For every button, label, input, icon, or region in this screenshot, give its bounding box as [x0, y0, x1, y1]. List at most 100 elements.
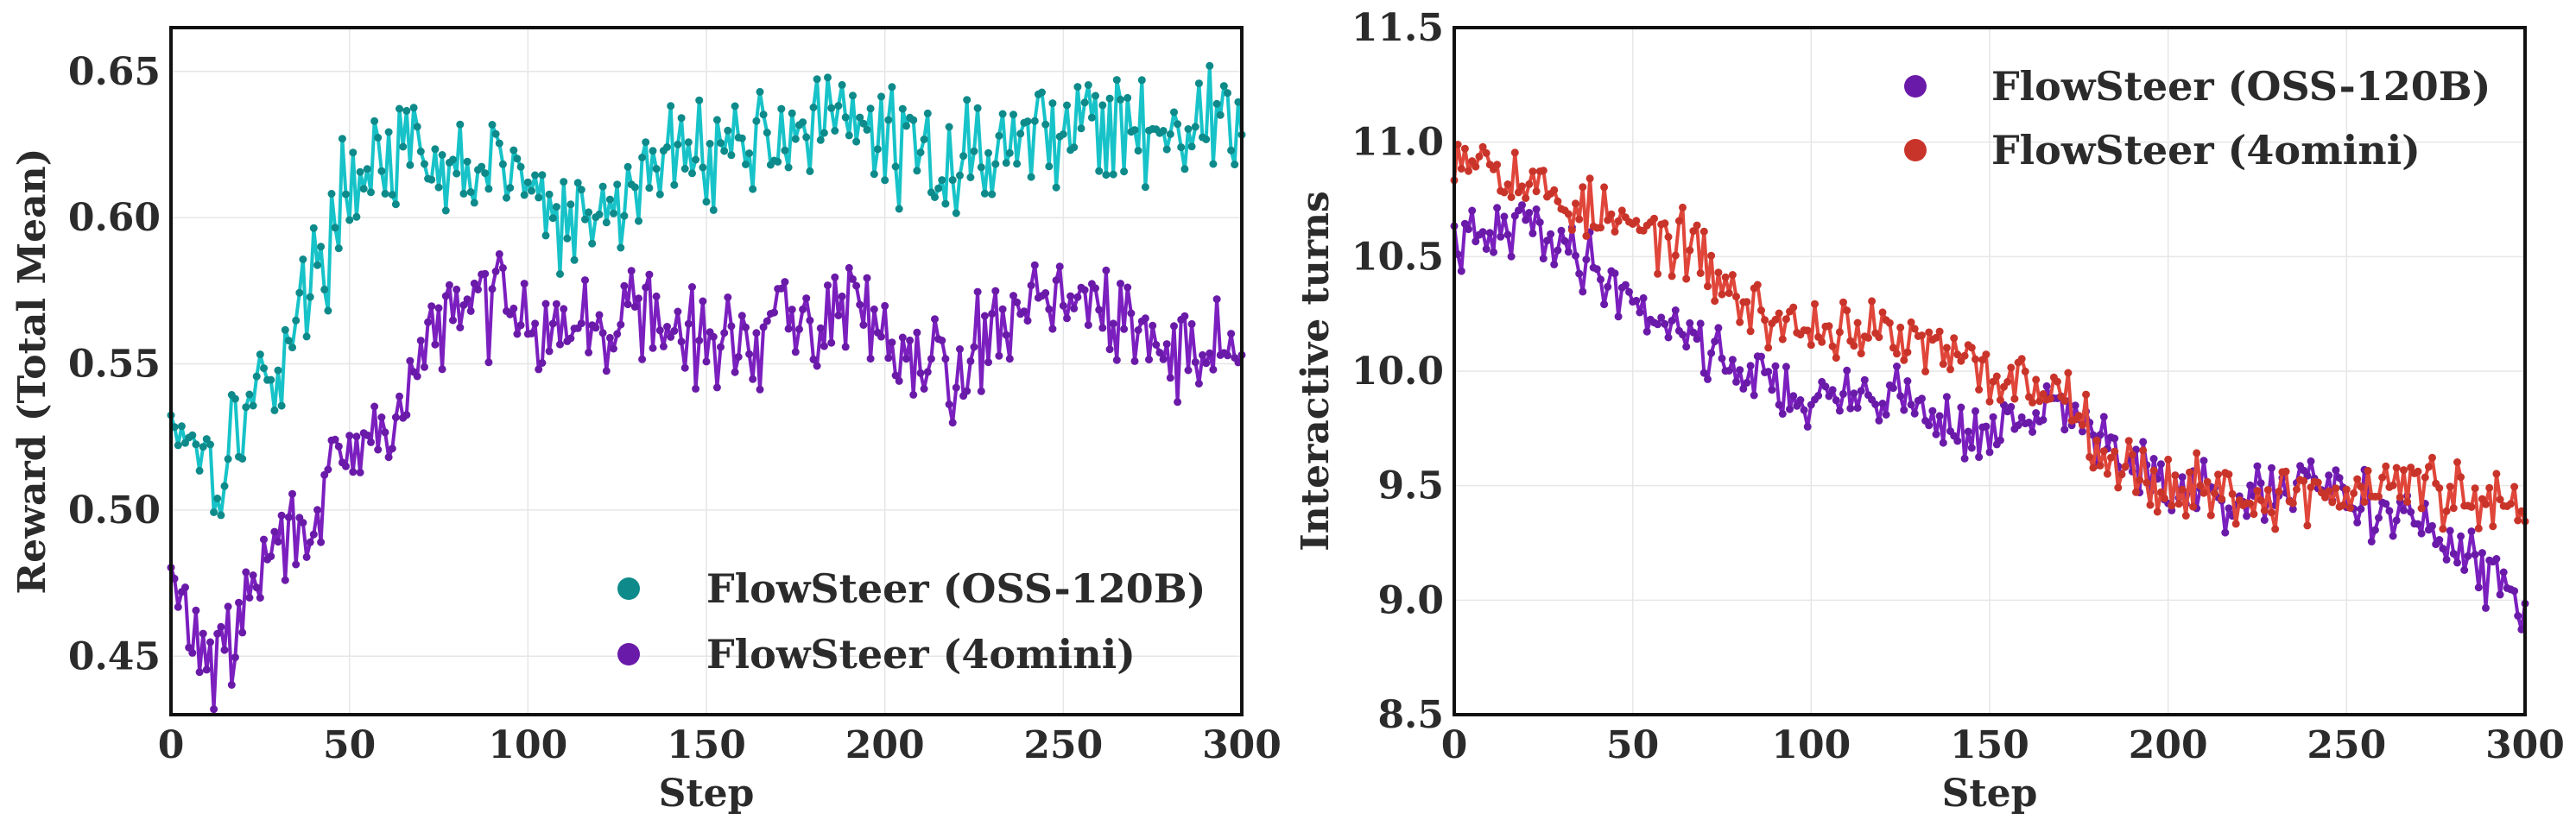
data-point — [2342, 485, 2351, 494]
data-point — [2253, 462, 2262, 470]
data-point — [1482, 148, 1491, 157]
data-point — [610, 344, 617, 353]
data-point — [2014, 421, 2022, 430]
data-point — [1472, 237, 1480, 246]
data-point — [1728, 271, 1737, 279]
data-point — [856, 300, 864, 309]
data-point — [630, 183, 639, 192]
data-point — [1757, 306, 1765, 315]
data-point — [966, 173, 975, 181]
data-point — [712, 116, 721, 124]
data-point — [260, 535, 268, 544]
data-point — [856, 113, 864, 122]
data-point — [2392, 463, 2401, 472]
data-point — [802, 133, 811, 142]
data-point — [267, 375, 275, 384]
legend-label-oss120b: FlowSteer (OSS-120B) — [1991, 63, 2491, 110]
data-point — [1575, 215, 1584, 224]
data-point — [1832, 354, 1840, 363]
data-point — [1575, 269, 1584, 278]
turns-y-ticks: 8.5 9.0 9.5 10.0 10.5 11.0 11.5 — [1351, 6, 1444, 737]
data-point — [2385, 507, 2394, 515]
data-point — [324, 306, 332, 315]
data-point — [267, 552, 275, 561]
data-point — [396, 104, 403, 113]
data-point — [834, 312, 843, 319]
x-tick-label: 0 — [158, 723, 185, 767]
data-point — [1503, 180, 1512, 188]
data-point — [788, 109, 796, 117]
data-point — [1918, 331, 1926, 340]
data-point — [2029, 398, 2037, 407]
data-point — [902, 355, 910, 363]
data-point — [1092, 91, 1099, 100]
legend-marker-4omini — [1904, 139, 1927, 161]
data-point — [1206, 61, 1214, 70]
data-point — [620, 211, 629, 220]
data-point — [2007, 402, 2016, 411]
data-point — [684, 138, 693, 147]
data-point — [1846, 404, 1855, 413]
data-point — [585, 348, 593, 356]
data-point — [1939, 360, 1947, 369]
data-point — [970, 147, 978, 155]
data-point — [456, 324, 465, 331]
data-point — [1932, 430, 1940, 438]
data-point — [2467, 527, 2476, 536]
data-point — [945, 400, 953, 408]
data-point — [459, 301, 468, 309]
data-point — [1928, 407, 1937, 415]
data-point — [391, 200, 400, 209]
data-point — [1597, 275, 1604, 284]
data-point — [245, 594, 254, 602]
data-point — [834, 102, 843, 110]
data-point — [2435, 536, 2444, 544]
data-point — [177, 422, 186, 431]
data-point — [381, 189, 389, 198]
data-point — [849, 274, 857, 283]
data-point — [1871, 400, 1880, 408]
data-point — [1457, 165, 1465, 173]
data-point — [991, 287, 1000, 295]
data-point — [560, 178, 568, 186]
x-tick-label: 0 — [1441, 723, 1468, 767]
data-point — [1743, 378, 1751, 387]
data-point — [1180, 312, 1189, 320]
data-point — [1117, 95, 1124, 104]
data-point — [2189, 502, 2198, 511]
data-point — [863, 274, 871, 282]
data-point — [1063, 101, 1071, 110]
turns-y-axis-label: Interactive turns — [1294, 191, 1338, 552]
data-point — [1825, 392, 1833, 400]
data-point — [1194, 380, 1203, 388]
data-point — [384, 128, 393, 136]
data-point — [1600, 300, 1609, 309]
data-point — [1048, 99, 1057, 108]
data-point — [1996, 396, 2004, 404]
data-point — [838, 80, 846, 89]
data-point — [406, 356, 415, 365]
data-point — [742, 161, 750, 168]
data-point — [1087, 113, 1096, 122]
data-point — [327, 190, 336, 198]
legend-marker-4omini — [617, 643, 640, 665]
data-point — [1066, 292, 1075, 300]
data-point — [813, 362, 821, 370]
data-point — [670, 180, 679, 189]
data-point — [359, 185, 368, 193]
data-point — [1782, 363, 1790, 371]
data-point — [1564, 210, 1573, 218]
data-point — [980, 312, 989, 320]
data-point — [852, 281, 861, 290]
data-point — [1992, 372, 2001, 381]
data-point — [1010, 292, 1017, 300]
data-point — [260, 364, 268, 373]
data-point — [1639, 293, 1648, 302]
data-point — [963, 387, 972, 395]
data-point — [941, 355, 950, 363]
data-point — [2186, 468, 2193, 476]
data-point — [2263, 486, 2272, 495]
data-point — [242, 403, 250, 412]
data-point — [2332, 466, 2340, 475]
data-point — [1674, 217, 1683, 225]
